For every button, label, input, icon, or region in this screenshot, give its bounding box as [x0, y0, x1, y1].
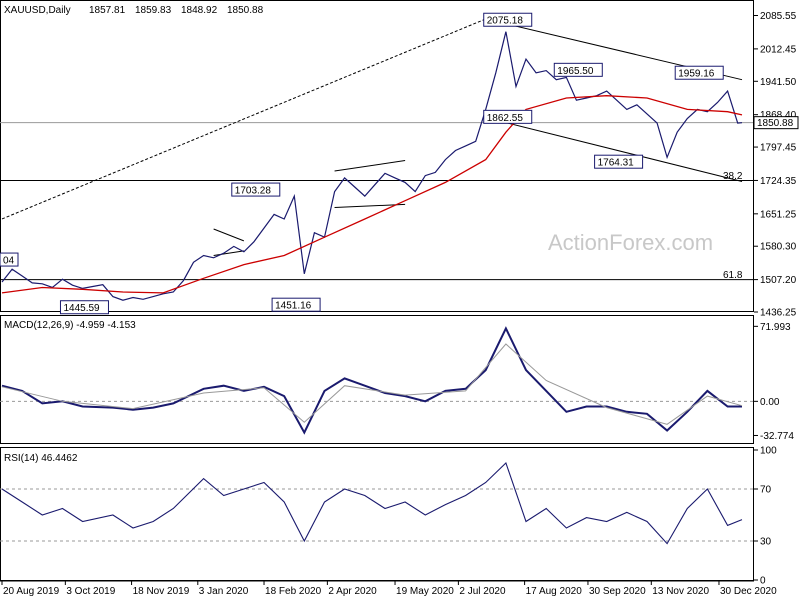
rsi-panel-frame — [0, 447, 754, 581]
x-axis: 20 Aug 2019 3 Oct 2019 18 Nov 2019 3 Jan 20… — [0, 580, 777, 597]
x-tick-label: 30 Sep 2020 — [589, 586, 646, 597]
x-tick-label: 3 Oct 2019 — [66, 586, 115, 597]
price-y-tick-label: 1941.50 — [760, 77, 797, 88]
price-close-line — [1, 31, 743, 301]
rsi-y-tick-label: 100 — [760, 446, 777, 457]
last-price-marker: 1850.88 — [753, 116, 799, 130]
macd-y-tick-label: -32.774 — [760, 431, 794, 442]
price-horizontal-lines — [0, 122, 753, 281]
rsi-y-tick-label: 70 — [760, 485, 772, 496]
price-y-tick-label: 2012.45 — [760, 44, 797, 55]
annotation-box — [594, 154, 644, 169]
annotation-label: 1445.59 — [63, 303, 100, 314]
rsi-y-tick-label: 0 — [760, 576, 766, 587]
annotation-label: 1764.31 — [598, 158, 635, 169]
annotation-box — [483, 109, 533, 124]
price-panel: XAUUSD,Daily 1857.81 1859.83 1848.92 185… — [0, 0, 799, 319]
macd-y-axis: 71.993 0.00 -32.774 — [754, 322, 794, 442]
price-y-tick-label: 1797.45 — [760, 143, 797, 154]
x-tick-label: 2 Apr 2020 — [328, 586, 377, 597]
trend-line — [213, 228, 245, 242]
trend-line — [334, 203, 406, 209]
price-series — [1, 31, 743, 301]
trend-line — [334, 160, 406, 172]
annotation-label: 38.2 — [723, 171, 743, 182]
price-y-tick-label: 1436.25 — [760, 308, 797, 319]
ohlc-close: 1850.88 — [227, 5, 264, 16]
price-annotations: 1445.59 1703.28 1451.16 2075.18 1862.55 1965.… — [0, 12, 743, 315]
ohlc-open: 1857.81 — [89, 5, 126, 16]
macd-line — [1, 326, 742, 435]
x-tick-label: 18 Feb 2020 — [265, 586, 322, 597]
watermark: ActionForex.com — [548, 230, 713, 255]
macd-series — [1, 326, 743, 435]
ohlc-high: 1859.83 — [135, 5, 172, 16]
x-tick-label: 3 Jan 2020 — [199, 586, 249, 597]
price-y-tick-label: 1651.25 — [760, 209, 797, 220]
annotation-label: 04 — [3, 256, 15, 267]
price-y-axis: 1436.25 1507.20 1580.30 1651.25 1724.35 1797.… — [754, 11, 797, 319]
annotation-label: 2075.18 — [487, 16, 524, 27]
x-tick-label: 30 Dec 2020 — [720, 586, 777, 597]
moving-average-line — [1, 95, 743, 294]
price-y-tick-label: 1868.40 — [760, 110, 797, 121]
last-price-box — [753, 116, 799, 130]
rsi-title: RSI(14) 46.4462 — [4, 453, 78, 464]
x-tick-label: 17 Aug 2020 — [526, 586, 583, 597]
annotation-label: 1965.50 — [557, 66, 594, 77]
x-tick-label: 19 May 2020 — [396, 586, 454, 597]
x-tick-label: 18 Nov 2019 — [133, 586, 190, 597]
annotation-box — [271, 297, 321, 312]
last-price-label: 1850.88 — [757, 118, 794, 129]
annotation-label: 1959.16 — [678, 69, 715, 80]
trend-line — [485, 117, 743, 183]
annotation-label: 1703.28 — [235, 186, 272, 197]
trend-line — [213, 250, 244, 256]
macd-panel-frame — [0, 315, 754, 444]
price-trend-lines — [1, 18, 743, 256]
rsi-line — [1, 462, 743, 545]
rsi-panel: RSI(14) 46.4462 100 70 30 0 — [0, 446, 777, 587]
annotation-label: 1862.55 — [487, 113, 524, 124]
annotation-box — [553, 62, 603, 77]
trend-line — [1, 18, 486, 220]
x-tick-label: 20 Aug 2019 — [3, 586, 60, 597]
macd-signal-line — [1, 343, 743, 425]
macd-y-tick-label: 71.993 — [760, 322, 791, 333]
macd-title: MACD(12,26,9) -4.959 -4.153 — [4, 320, 136, 331]
rsi-y-axis: 100 70 30 0 — [754, 446, 777, 587]
rsi-series — [1, 462, 743, 545]
annotation-box — [483, 12, 533, 27]
annotation-box — [674, 65, 724, 80]
macd-panel: MACD(12,26,9) -4.959 -4.153 71.993 0.00 -3… — [0, 315, 794, 444]
price-y-tick-label: 1507.20 — [760, 275, 797, 286]
annotation-box — [231, 182, 281, 197]
rsi-y-tick-label: 30 — [760, 537, 772, 548]
annotation-label: 61.8 — [723, 270, 743, 281]
annotation-box — [0, 252, 19, 267]
annotation-label: 1451.16 — [275, 301, 312, 312]
price-y-tick-label: 1580.30 — [760, 242, 797, 253]
x-tick-label: 13 Nov 2020 — [652, 586, 709, 597]
ohlc-low: 1848.92 — [181, 5, 218, 16]
price-y-tick-label: 1724.35 — [760, 176, 797, 187]
macd-y-tick-label: 0.00 — [760, 397, 780, 408]
price-title: XAUUSD,Daily — [4, 5, 71, 16]
x-tick-label: 2 Jul 2020 — [459, 586, 506, 597]
price-y-tick-label: 2085.55 — [760, 11, 797, 22]
annotation-box — [59, 300, 109, 315]
